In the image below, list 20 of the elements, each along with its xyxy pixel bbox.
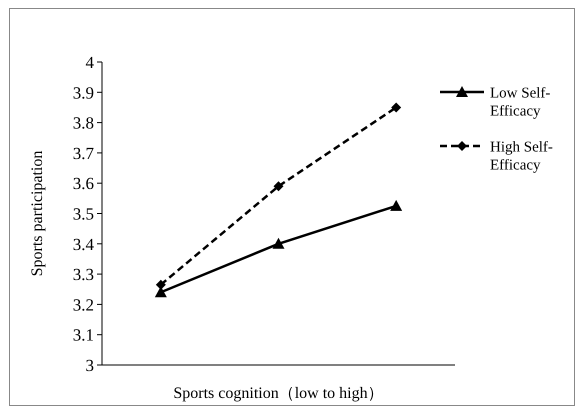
y-axis-title: Sports participation <box>29 150 46 276</box>
y-tick-label: 3.7 <box>72 144 94 163</box>
y-tick-label: 3.6 <box>72 174 94 194</box>
y-tick-label: 4 <box>86 52 94 72</box>
legend-label: High Self-Efficacy <box>490 139 553 174</box>
x-axis-title: Sports cognition（low to high） <box>173 385 384 402</box>
point <box>391 102 402 112</box>
y-tick-label: 3.4 <box>72 234 94 254</box>
point <box>390 200 402 211</box>
point <box>274 181 284 192</box>
point <box>272 238 284 249</box>
point <box>156 280 166 290</box>
y-tick-label: 3.5 <box>72 204 94 224</box>
legend-label: Low Self-Efficacy <box>490 85 550 120</box>
y-tick-label: 3 <box>86 356 94 375</box>
y-tick-label: 3.1 <box>72 326 94 345</box>
y-tick-label: 3.2 <box>72 295 94 314</box>
y-tick-label: 3.3 <box>72 265 94 284</box>
y-tick-label: 3.9 <box>72 83 94 102</box>
y-tick-label: 3.8 <box>72 114 94 133</box>
